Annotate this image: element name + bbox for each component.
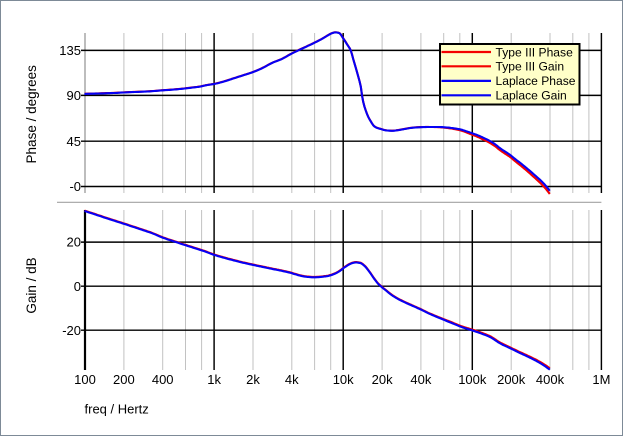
- svg-text:100: 100: [74, 372, 96, 387]
- svg-text:20k: 20k: [372, 372, 393, 387]
- svg-text:Phase / degrees: Phase / degrees: [24, 65, 39, 164]
- svg-text:1k: 1k: [207, 372, 221, 387]
- svg-text:Type III Gain: Type III Gain: [496, 60, 565, 74]
- svg-text:200k: 200k: [497, 372, 526, 387]
- svg-text:-20: -20: [62, 323, 81, 338]
- svg-text:40k: 40k: [410, 372, 431, 387]
- svg-text:200: 200: [113, 372, 135, 387]
- svg-text:Laplace Gain: Laplace Gain: [496, 89, 567, 103]
- svg-text:400k: 400k: [536, 372, 565, 387]
- svg-text:90: 90: [67, 88, 81, 103]
- svg-text:20: 20: [67, 235, 81, 250]
- svg-text:10k: 10k: [333, 372, 354, 387]
- svg-text:Gain / dB: Gain / dB: [24, 257, 39, 313]
- svg-text:0: 0: [74, 279, 81, 294]
- svg-text:Laplace Phase: Laplace Phase: [496, 74, 576, 88]
- svg-text:45: 45: [67, 134, 81, 149]
- svg-text:1M: 1M: [592, 372, 610, 387]
- svg-text:Type III Phase: Type III Phase: [496, 45, 574, 59]
- svg-text:100k: 100k: [458, 372, 487, 387]
- svg-text:400: 400: [152, 372, 174, 387]
- svg-text:2k: 2k: [246, 372, 260, 387]
- svg-text:135: 135: [59, 43, 81, 58]
- svg-text:freq / Hertz: freq / Hertz: [85, 402, 149, 417]
- svg-text:4k: 4k: [285, 372, 299, 387]
- svg-text:-0: -0: [69, 179, 81, 194]
